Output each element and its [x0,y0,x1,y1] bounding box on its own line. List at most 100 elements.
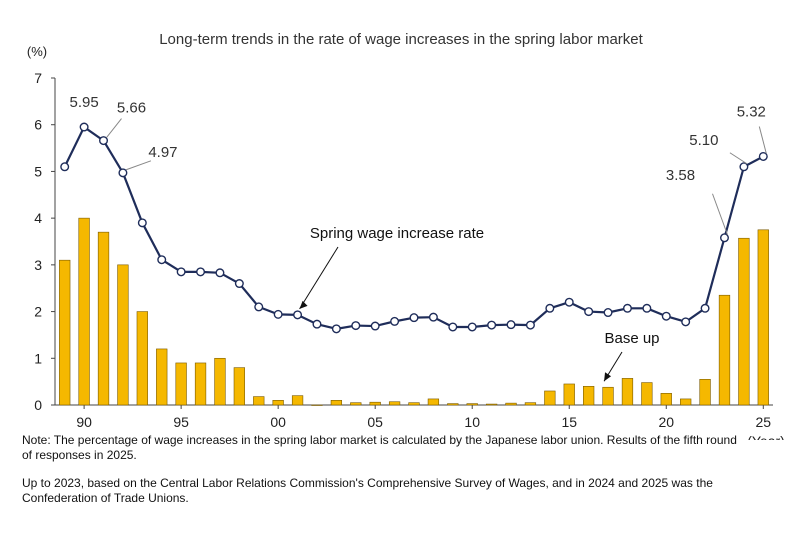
note-line-2: Up to 2023, based on the Central Labor R… [22,476,713,505]
line-point [700,303,710,313]
bar-base-up [563,383,575,406]
line-point [176,267,186,277]
bar-base-up [156,348,168,406]
x-tick-label: 00 [270,414,286,430]
data-label-leader [712,193,728,235]
line-point [525,320,535,330]
line-point [584,307,594,317]
line-point [351,321,361,331]
bar-base-up [680,398,692,406]
bar-base-up [738,237,750,406]
bar-base-up [97,231,110,406]
bar-base-up [194,362,207,406]
x-axis-unit: (Year) [747,433,785,440]
bar-base-up [78,217,90,406]
line-point [428,312,438,322]
x-tick-label: 20 [658,414,674,430]
data-label-leader [125,160,152,171]
line-point [622,303,632,313]
line-point [312,319,322,329]
chart-svg: 0 1 2 3 4 5 6 7 (%) 90 95 00 05 10 15 20 25 (Year) 5.95 5.6… [27,44,785,440]
annotation-arrow-head [604,372,612,382]
line-point [506,320,516,330]
x-tick-label: 90 [76,414,92,430]
line-point [273,309,283,319]
chart-title: Long-term trends in the rate of wage inc… [159,31,643,48]
data-label: 5.10 [689,132,718,149]
bar-base-up [544,390,556,406]
bar-base-up [117,264,129,406]
line-point [254,302,264,312]
annotation-arrow-line [299,246,339,310]
bar-base-up [641,382,653,406]
y-tick-label: 5 [34,163,42,179]
y-tick-label: 3 [34,257,42,273]
bar-base-up [253,396,265,406]
bar-base-up [660,393,672,406]
x-tick-label: 25 [756,414,772,430]
line-point [545,303,555,313]
line-point [60,162,70,172]
y-tick-label: 0 [34,397,42,413]
line-point [661,311,671,321]
data-label-leader [106,118,122,138]
data-label: 4.97 [148,144,177,161]
line-point [564,297,574,307]
y-tick-label: 7 [34,70,42,86]
annotation-label: Spring wage increase rate [310,225,484,242]
line-point [79,122,89,132]
line-point [215,268,225,278]
data-label-leader [758,126,767,154]
bar-base-up [485,403,498,406]
line-point [681,317,691,327]
line-point [467,322,477,332]
line-point [739,162,749,172]
bar-base-up [602,386,614,406]
bar-base-up [408,402,420,406]
bar-base-up [505,402,517,406]
line-point [234,279,244,289]
data-label: 5.66 [117,100,146,117]
line-point [448,322,458,332]
bar-base-up [718,294,731,406]
line-point [99,136,109,146]
y-tick-label: 2 [34,304,42,320]
bar-base-up [233,367,245,406]
line-point [758,151,768,161]
line-point [293,310,303,320]
bar-base-up [524,402,537,406]
bar-base-up [699,379,711,406]
data-label: 3.58 [666,167,695,184]
x-tick-label: 10 [464,414,480,430]
annotation-label: Base up [604,330,659,347]
bar-base-up [621,378,634,406]
bar-base-up [447,403,459,406]
line-point [137,218,147,228]
bar-base-up [175,362,187,406]
bar-base-up [388,401,401,406]
bar-base-up [330,400,343,406]
bar-base-up [272,400,284,406]
y-tick-label: 6 [34,117,42,133]
bar-base-up [427,398,440,406]
data-label: 5.95 [70,94,99,111]
line-point [157,255,167,265]
line-point [719,233,729,243]
note-line-1: Note: The percentage of wage increases i… [22,433,737,462]
line-point [331,324,341,334]
x-tick-label: 15 [561,414,577,430]
line-point [642,303,652,313]
annotation-arrow-head [299,300,308,309]
data-label: 5.32 [737,103,766,120]
data-label-leader [729,152,748,165]
line-point [487,320,497,330]
bar-base-up [214,357,226,406]
bar-base-up [136,311,148,406]
bar-base-up [369,401,381,406]
line-point [409,313,419,323]
y-tick-label: 4 [34,210,42,226]
bar-base-up [291,395,304,406]
x-tick-label: 95 [173,414,189,430]
line-point [196,267,206,277]
line-point [118,168,128,178]
